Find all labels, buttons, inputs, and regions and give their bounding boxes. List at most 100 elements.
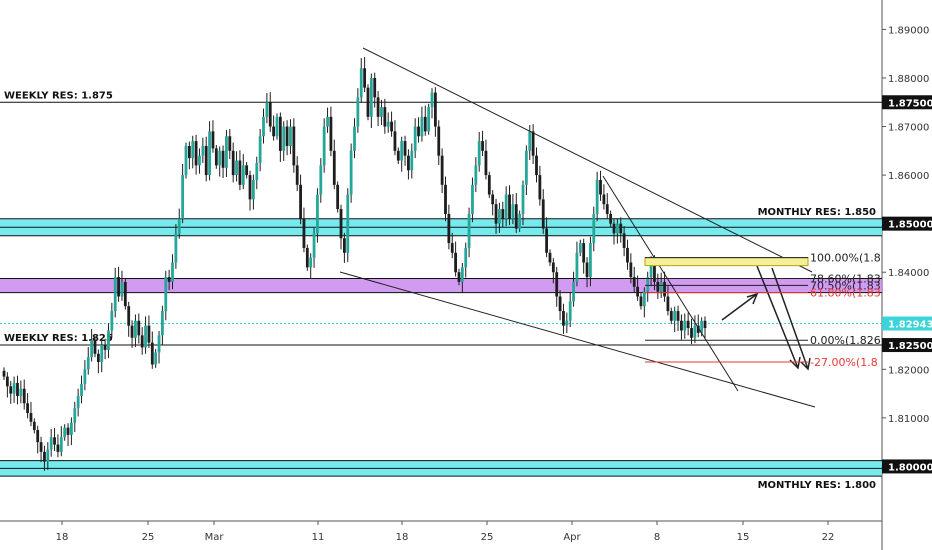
candle-bull — [265, 102, 269, 117]
candle-bull — [177, 218, 181, 234]
candle-bear — [127, 306, 131, 326]
candle-bear — [295, 165, 299, 185]
candle-bear — [481, 141, 484, 151]
candle-bear — [541, 199, 545, 229]
candle-bull — [575, 252, 579, 282]
candle-bull — [309, 257, 313, 268]
candle-bear — [56, 444, 60, 452]
candle-bear — [457, 272, 461, 282]
candle-bear — [491, 194, 495, 205]
candle-bear — [487, 175, 491, 195]
candle-bull — [184, 145, 188, 176]
candle-bear — [535, 155, 538, 176]
candle-bull — [642, 291, 646, 307]
candle-bear — [656, 281, 660, 292]
candle-bear — [555, 272, 559, 297]
candle-bear — [531, 131, 535, 156]
candle-bull — [255, 162, 259, 180]
time-tick-label: 8 — [654, 532, 660, 543]
candle-bull — [578, 243, 582, 253]
candle-bull — [700, 320, 704, 333]
candle-bear — [268, 102, 272, 127]
candle-bear — [329, 116, 333, 151]
candle-bull — [427, 107, 431, 132]
candle-bear — [396, 150, 400, 161]
candle-bear — [622, 233, 626, 248]
candle-bull — [359, 68, 363, 98]
candle-bull — [19, 388, 23, 397]
candle-bear — [632, 277, 636, 287]
candle-bull — [615, 223, 619, 234]
candle-bull — [524, 150, 528, 185]
candle-bear — [123, 281, 127, 307]
candle-bear — [703, 320, 707, 329]
candle-bear — [231, 150, 235, 176]
candle-bull — [90, 340, 94, 358]
candle-bear — [612, 223, 616, 234]
candle-bull — [208, 131, 211, 176]
candle-bull — [46, 449, 50, 462]
candle-bear — [558, 296, 562, 312]
candle-bear — [514, 204, 518, 229]
time-tick-label: 18 — [56, 532, 69, 543]
candle-bull — [420, 116, 424, 137]
candle-bear — [16, 382, 19, 397]
time-axis[interactable]: 18 25 Mar 11 18 25 Apr 8 15 22 — [56, 521, 835, 543]
candle-bear — [545, 228, 549, 253]
candle-bull — [511, 204, 515, 219]
candle-bear — [548, 252, 552, 263]
candle-bear — [130, 325, 134, 338]
candle-bear — [43, 451, 46, 462]
candle-bull — [110, 311, 114, 331]
candle-bear — [676, 311, 680, 321]
price-badge-label: 1.82943 — [888, 320, 932, 331]
candle-bear — [96, 353, 100, 363]
candle-bull — [70, 422, 73, 435]
candle-bear — [666, 296, 670, 312]
candle-bull — [322, 126, 326, 166]
candle-bear — [440, 155, 444, 185]
candle-bull — [49, 437, 53, 450]
fib-level-label: 100.00%(1.8 — [810, 252, 881, 265]
candle-bear — [66, 427, 70, 435]
candle-bear — [585, 262, 589, 278]
candle-bear — [669, 311, 673, 321]
candle-bear — [454, 252, 458, 273]
candle-bear — [29, 413, 33, 422]
candle-bear — [582, 243, 586, 263]
candle-bear — [194, 141, 198, 166]
candle-bear — [407, 155, 410, 171]
candle-bear — [272, 126, 276, 137]
candle-bear — [363, 68, 367, 88]
candle-bear — [609, 213, 613, 224]
fib-level-label: 78.60%(1.83 — [810, 273, 881, 286]
candle-bull — [174, 233, 178, 263]
candle-bear — [484, 150, 488, 176]
candle-bear — [214, 148, 218, 166]
candle-bear — [433, 92, 437, 127]
candle-bear — [305, 247, 309, 268]
candle-bear — [332, 150, 336, 185]
candle-bear — [508, 194, 511, 219]
candle-bear — [26, 403, 29, 414]
candle-bear — [36, 430, 40, 443]
candle-bear — [444, 184, 447, 214]
candle-bull — [646, 277, 650, 292]
price-badge — [882, 316, 932, 331]
candle-bull — [386, 121, 390, 127]
candle-bull — [518, 213, 522, 229]
arrow-up-head — [746, 292, 759, 305]
inner-trendline — [602, 175, 739, 392]
price-badge-label: 1.82500 — [888, 341, 932, 352]
candle-bull — [460, 267, 464, 282]
candle-bear — [103, 345, 107, 350]
price-tick-label: 1.89000 — [888, 25, 929, 36]
candle-bear — [403, 141, 407, 156]
price-axis-panel — [882, 0, 932, 550]
price-axis[interactable]: 1.89000 1.88000 1.87000 1.86000 1.85000 1.840… — [882, 25, 932, 474]
price-badge — [882, 216, 932, 231]
candle-bear — [663, 281, 666, 297]
candle-bear — [619, 223, 623, 234]
candle-bull — [568, 301, 572, 321]
